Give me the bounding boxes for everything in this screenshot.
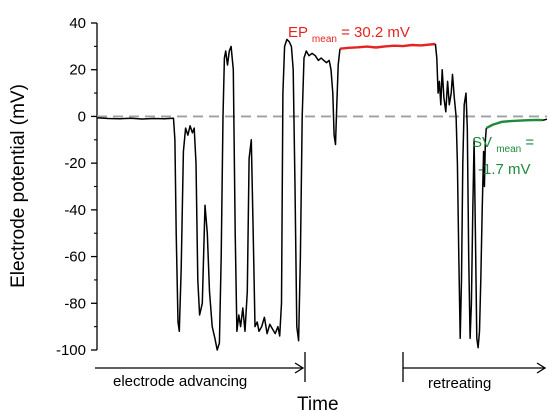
phase-advancing-arrowhead — [294, 362, 305, 374]
sv-annotation-equals: = — [525, 134, 534, 151]
trace-line-2 — [434, 43, 488, 349]
trace-line-0 — [96, 38, 341, 351]
y-tick-label: -20 — [64, 155, 86, 172]
sv-annotation-value: -1.7 mV — [478, 161, 531, 178]
phase-retreating-arrowhead — [536, 362, 547, 374]
y-tick-label: 0 — [78, 108, 86, 125]
sv-annotation-line1: SV mean = — [472, 134, 534, 156]
phase-retreating-label: retreating — [428, 375, 491, 392]
ep-annotation-value: = 30.2 mV — [341, 24, 410, 41]
ep-annotation: EP mean = 30.2 mV — [288, 24, 410, 46]
series-group — [96, 38, 548, 351]
y-tick-label: 20 — [69, 62, 86, 79]
sv-plateau-line — [485, 118, 543, 130]
y-axis — [91, 22, 98, 351]
y-axis-title: Electrode potential (mV) — [8, 84, 29, 288]
trace-line-4 — [542, 118, 548, 121]
x-axis-title: Time — [297, 394, 339, 413]
phase-advancing-label: electrode advancing — [113, 373, 247, 390]
y-tick-labels: 40 20 0 -20 -40 -60 -80 -100 — [56, 15, 86, 359]
y-tick-label: -100 — [56, 342, 86, 359]
y-tick-label: -60 — [64, 249, 86, 266]
ep-annotation-label: EP — [288, 24, 308, 41]
y-tick-label: 40 — [69, 15, 86, 32]
ep-annotation-subscript: mean — [312, 34, 337, 45]
y-tick-label: -80 — [64, 295, 86, 312]
ep-plateau-line — [339, 42, 436, 50]
sv-annotation-label: SV — [472, 134, 492, 151]
y-tick-label: -40 — [64, 202, 86, 219]
sv-annotation-subscript: mean — [496, 144, 521, 155]
phase-retreating: retreating — [402, 352, 547, 392]
phase-advancing: electrode advancing — [95, 352, 306, 390]
